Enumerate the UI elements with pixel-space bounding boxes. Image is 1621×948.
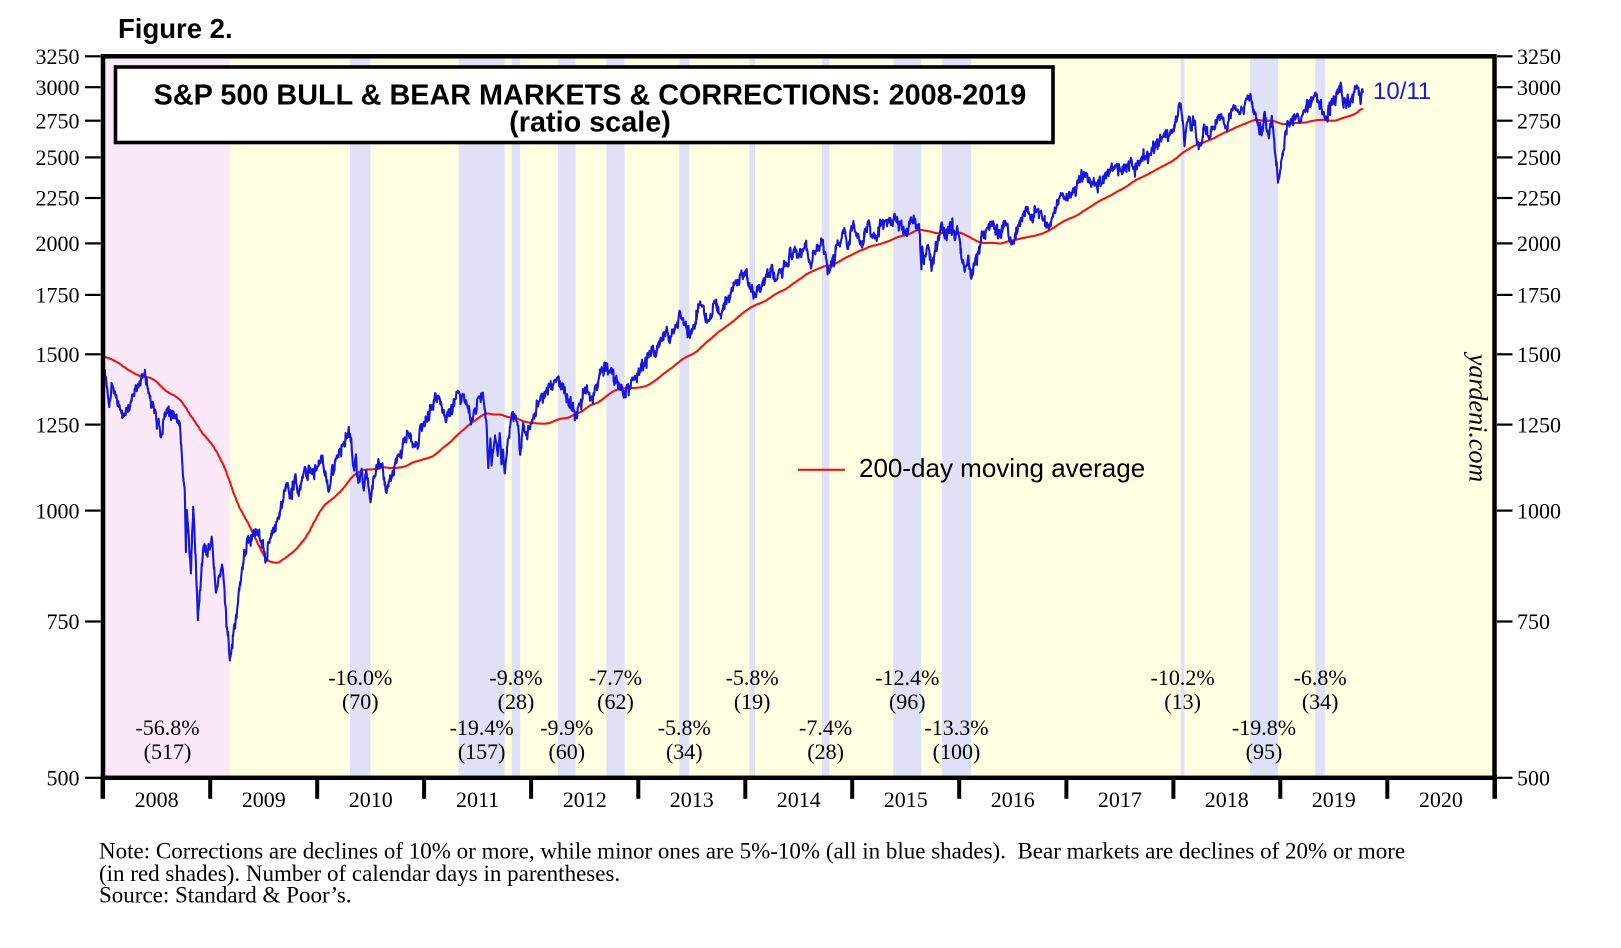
svg-text:Source: Standard & Poor’s.: Source: Standard & Poor’s. xyxy=(99,883,352,908)
svg-text:2011: 2011 xyxy=(456,787,499,812)
svg-text:500: 500 xyxy=(47,766,80,791)
svg-text:2008: 2008 xyxy=(135,787,179,812)
svg-text:3250: 3250 xyxy=(36,44,80,69)
svg-text:2013: 2013 xyxy=(670,787,714,812)
svg-text:750: 750 xyxy=(1517,609,1550,634)
svg-text:1250: 1250 xyxy=(1517,412,1561,437)
svg-text:-7.4%: -7.4% xyxy=(799,715,852,740)
svg-text:(62): (62) xyxy=(597,689,634,714)
svg-text:(28): (28) xyxy=(807,739,844,764)
svg-text:2014: 2014 xyxy=(777,787,821,812)
svg-text:10/11: 10/11 xyxy=(1373,78,1431,105)
svg-text:-12.4%: -12.4% xyxy=(875,665,939,690)
svg-text:(13): (13) xyxy=(1164,689,1201,714)
svg-text:2015: 2015 xyxy=(884,787,928,812)
svg-text:1500: 1500 xyxy=(1517,342,1561,367)
svg-text:(95): (95) xyxy=(1246,739,1283,764)
svg-text:yardeni.com: yardeni.com xyxy=(1464,351,1493,482)
svg-text:1750: 1750 xyxy=(36,283,80,308)
svg-text:750: 750 xyxy=(47,609,80,634)
svg-text:2000: 2000 xyxy=(36,231,80,256)
svg-text:-13.3%: -13.3% xyxy=(924,715,988,740)
svg-text:1250: 1250 xyxy=(36,412,80,437)
svg-text:2250: 2250 xyxy=(1517,186,1561,211)
svg-text:2012: 2012 xyxy=(563,787,607,812)
svg-text:(100): (100) xyxy=(933,739,981,764)
svg-text:200-day moving average: 200-day moving average xyxy=(859,453,1145,483)
svg-text:2018: 2018 xyxy=(1205,787,1249,812)
svg-text:2016: 2016 xyxy=(991,787,1035,812)
svg-text:-7.7%: -7.7% xyxy=(589,665,642,690)
svg-text:-9.9%: -9.9% xyxy=(540,715,593,740)
svg-text:2009: 2009 xyxy=(242,787,286,812)
svg-text:2500: 2500 xyxy=(36,145,80,170)
svg-text:Figure 2.: Figure 2. xyxy=(118,13,233,44)
svg-text:(in red shades). Number of cal: (in red shades). Number of calendar days… xyxy=(99,861,620,886)
svg-text:-6.8%: -6.8% xyxy=(1294,665,1347,690)
svg-text:(ratio scale): (ratio scale) xyxy=(509,107,671,139)
svg-text:(34): (34) xyxy=(666,739,703,764)
svg-text:(60): (60) xyxy=(548,739,585,764)
svg-text:2750: 2750 xyxy=(36,108,80,133)
svg-text:Note: Corrections are declines: Note: Corrections are declines of 10% or… xyxy=(99,839,1405,864)
svg-text:2020: 2020 xyxy=(1419,787,1463,812)
svg-text:(34): (34) xyxy=(1302,689,1339,714)
svg-text:-19.4%: -19.4% xyxy=(450,715,514,740)
svg-text:-19.8%: -19.8% xyxy=(1232,715,1296,740)
svg-text:3000: 3000 xyxy=(1517,75,1561,100)
svg-text:2017: 2017 xyxy=(1098,787,1142,812)
svg-text:-56.8%: -56.8% xyxy=(135,715,199,740)
svg-text:(19): (19) xyxy=(734,689,771,714)
svg-text:(28): (28) xyxy=(498,689,535,714)
svg-text:(517): (517) xyxy=(144,739,192,764)
svg-text:2010: 2010 xyxy=(349,787,393,812)
svg-text:(96): (96) xyxy=(889,689,926,714)
svg-text:-5.8%: -5.8% xyxy=(658,715,711,740)
svg-text:1000: 1000 xyxy=(36,498,80,523)
svg-text:-16.0%: -16.0% xyxy=(328,665,392,690)
svg-text:2500: 2500 xyxy=(1517,145,1561,170)
svg-text:-10.2%: -10.2% xyxy=(1151,665,1215,690)
svg-text:3250: 3250 xyxy=(1517,44,1561,69)
svg-text:2000: 2000 xyxy=(1517,231,1561,256)
svg-text:-5.8%: -5.8% xyxy=(726,665,779,690)
svg-text:(157): (157) xyxy=(458,739,506,764)
svg-text:S&P 500 BULL & BEAR MARKETS &: S&P 500 BULL & BEAR MARKETS & CORRECTION… xyxy=(154,80,1027,112)
svg-text:2750: 2750 xyxy=(1517,108,1561,133)
svg-text:-9.8%: -9.8% xyxy=(489,665,542,690)
svg-text:500: 500 xyxy=(1517,766,1550,791)
svg-text:(70): (70) xyxy=(342,689,379,714)
svg-text:1000: 1000 xyxy=(1517,498,1561,523)
svg-text:3000: 3000 xyxy=(36,75,80,100)
svg-text:2019: 2019 xyxy=(1312,787,1356,812)
svg-text:2250: 2250 xyxy=(36,186,80,211)
svg-text:1750: 1750 xyxy=(1517,283,1561,308)
svg-text:1500: 1500 xyxy=(36,342,80,367)
